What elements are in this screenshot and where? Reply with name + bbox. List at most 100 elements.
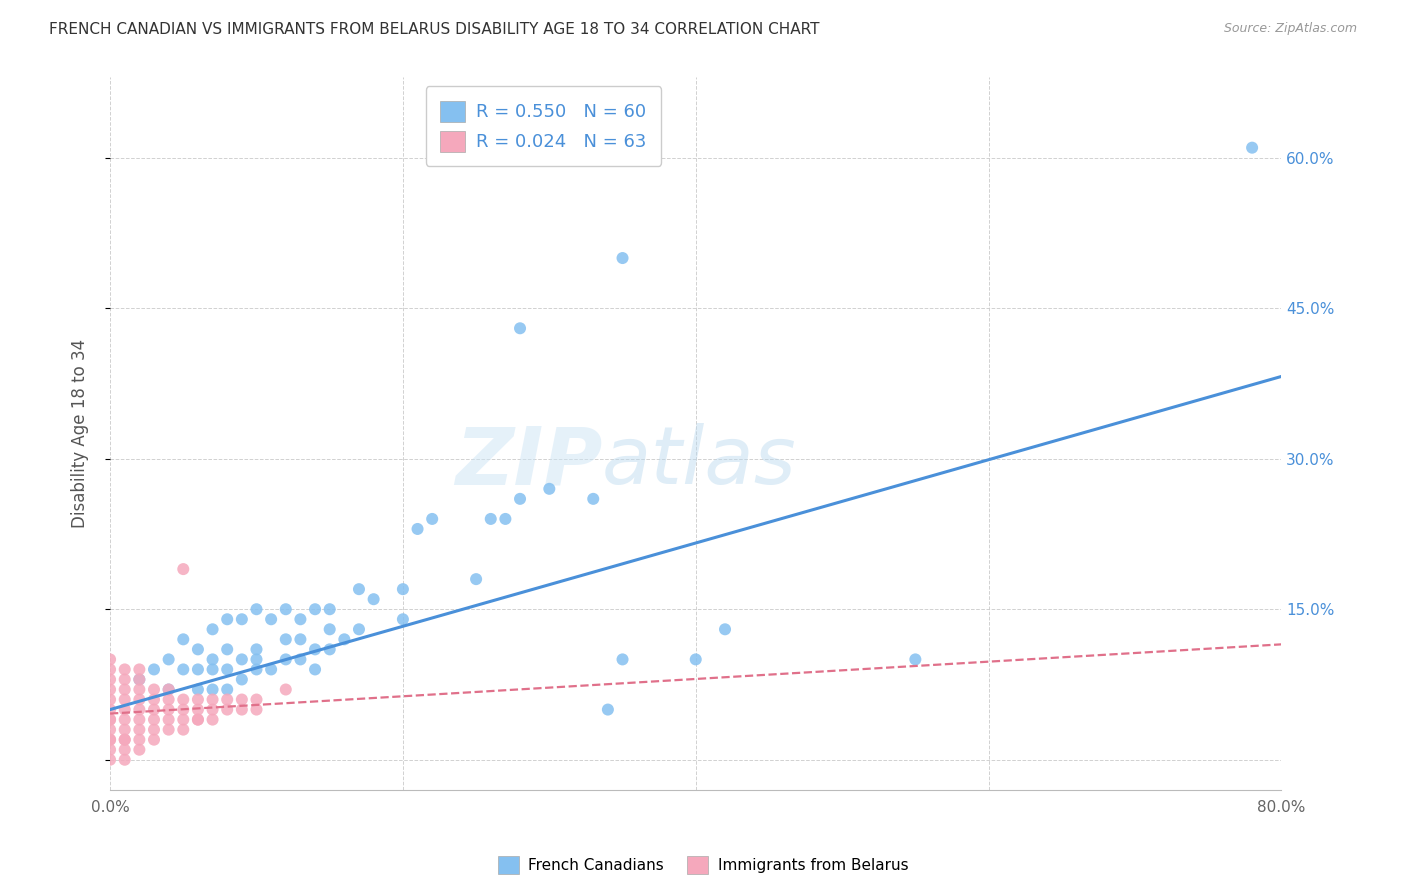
- Point: [114, 723, 136, 737]
- Point: [187, 642, 209, 657]
- Point: [260, 662, 283, 676]
- Point: [172, 702, 194, 716]
- Point: [904, 652, 927, 666]
- Point: [333, 632, 356, 647]
- Point: [98, 673, 121, 687]
- Point: [143, 692, 166, 706]
- Point: [98, 652, 121, 666]
- Point: [157, 692, 180, 706]
- Point: [217, 612, 239, 626]
- Text: atlas: atlas: [602, 423, 797, 501]
- Text: FRENCH CANADIAN VS IMMIGRANTS FROM BELARUS DISABILITY AGE 18 TO 34 CORRELATION C: FRENCH CANADIAN VS IMMIGRANTS FROM BELAR…: [49, 22, 820, 37]
- Point: [114, 753, 136, 767]
- Point: [114, 662, 136, 676]
- Point: [172, 562, 194, 576]
- Y-axis label: Disability Age 18 to 34: Disability Age 18 to 34: [72, 339, 89, 528]
- Point: [217, 702, 239, 716]
- Point: [98, 702, 121, 716]
- Point: [509, 491, 531, 506]
- Point: [201, 652, 224, 666]
- Point: [187, 692, 209, 706]
- Point: [582, 491, 605, 506]
- Point: [217, 662, 239, 676]
- Point: [143, 662, 166, 676]
- Point: [304, 662, 326, 676]
- Point: [420, 512, 443, 526]
- Point: [114, 673, 136, 687]
- Point: [98, 723, 121, 737]
- Point: [128, 662, 150, 676]
- Point: [347, 582, 370, 596]
- Point: [217, 692, 239, 706]
- Point: [172, 632, 194, 647]
- Point: [245, 702, 267, 716]
- Text: Source: ZipAtlas.com: Source: ZipAtlas.com: [1223, 22, 1357, 36]
- Point: [187, 713, 209, 727]
- Point: [98, 713, 121, 727]
- Point: [114, 742, 136, 756]
- Point: [347, 622, 370, 636]
- Point: [143, 702, 166, 716]
- Point: [128, 742, 150, 756]
- Point: [172, 723, 194, 737]
- Point: [128, 682, 150, 697]
- Point: [157, 702, 180, 716]
- Point: [143, 713, 166, 727]
- Point: [128, 723, 150, 737]
- Point: [201, 692, 224, 706]
- Point: [172, 662, 194, 676]
- Point: [392, 612, 415, 626]
- Point: [318, 622, 340, 636]
- Point: [157, 682, 180, 697]
- Point: [304, 602, 326, 616]
- Legend: French Canadians, Immigrants from Belarus: French Canadians, Immigrants from Belaru…: [492, 850, 914, 880]
- Point: [98, 732, 121, 747]
- Point: [318, 642, 340, 657]
- Point: [98, 742, 121, 756]
- Point: [201, 662, 224, 676]
- Point: [509, 321, 531, 335]
- Point: [465, 572, 488, 586]
- Point: [201, 713, 224, 727]
- Point: [128, 702, 150, 716]
- Point: [479, 512, 502, 526]
- Point: [1241, 141, 1264, 155]
- Point: [98, 753, 121, 767]
- Point: [114, 682, 136, 697]
- Point: [187, 662, 209, 676]
- Point: [217, 682, 239, 697]
- Point: [217, 642, 239, 657]
- Point: [245, 602, 267, 616]
- Point: [98, 732, 121, 747]
- Point: [245, 642, 267, 657]
- Point: [172, 713, 194, 727]
- Point: [245, 692, 267, 706]
- Point: [538, 482, 561, 496]
- Point: [612, 652, 634, 666]
- Point: [157, 723, 180, 737]
- Point: [612, 251, 634, 265]
- Point: [98, 692, 121, 706]
- Point: [187, 682, 209, 697]
- Point: [201, 702, 224, 716]
- Point: [274, 632, 297, 647]
- Point: [143, 723, 166, 737]
- Point: [596, 702, 619, 716]
- Point: [318, 602, 340, 616]
- Point: [157, 652, 180, 666]
- Point: [128, 673, 150, 687]
- Point: [274, 682, 297, 697]
- Point: [201, 682, 224, 697]
- Point: [304, 642, 326, 657]
- Point: [114, 732, 136, 747]
- Point: [143, 682, 166, 697]
- Point: [128, 692, 150, 706]
- Point: [143, 732, 166, 747]
- Point: [245, 652, 267, 666]
- Point: [714, 622, 737, 636]
- Point: [392, 582, 415, 596]
- Point: [98, 682, 121, 697]
- Point: [231, 673, 253, 687]
- Point: [231, 612, 253, 626]
- Point: [114, 692, 136, 706]
